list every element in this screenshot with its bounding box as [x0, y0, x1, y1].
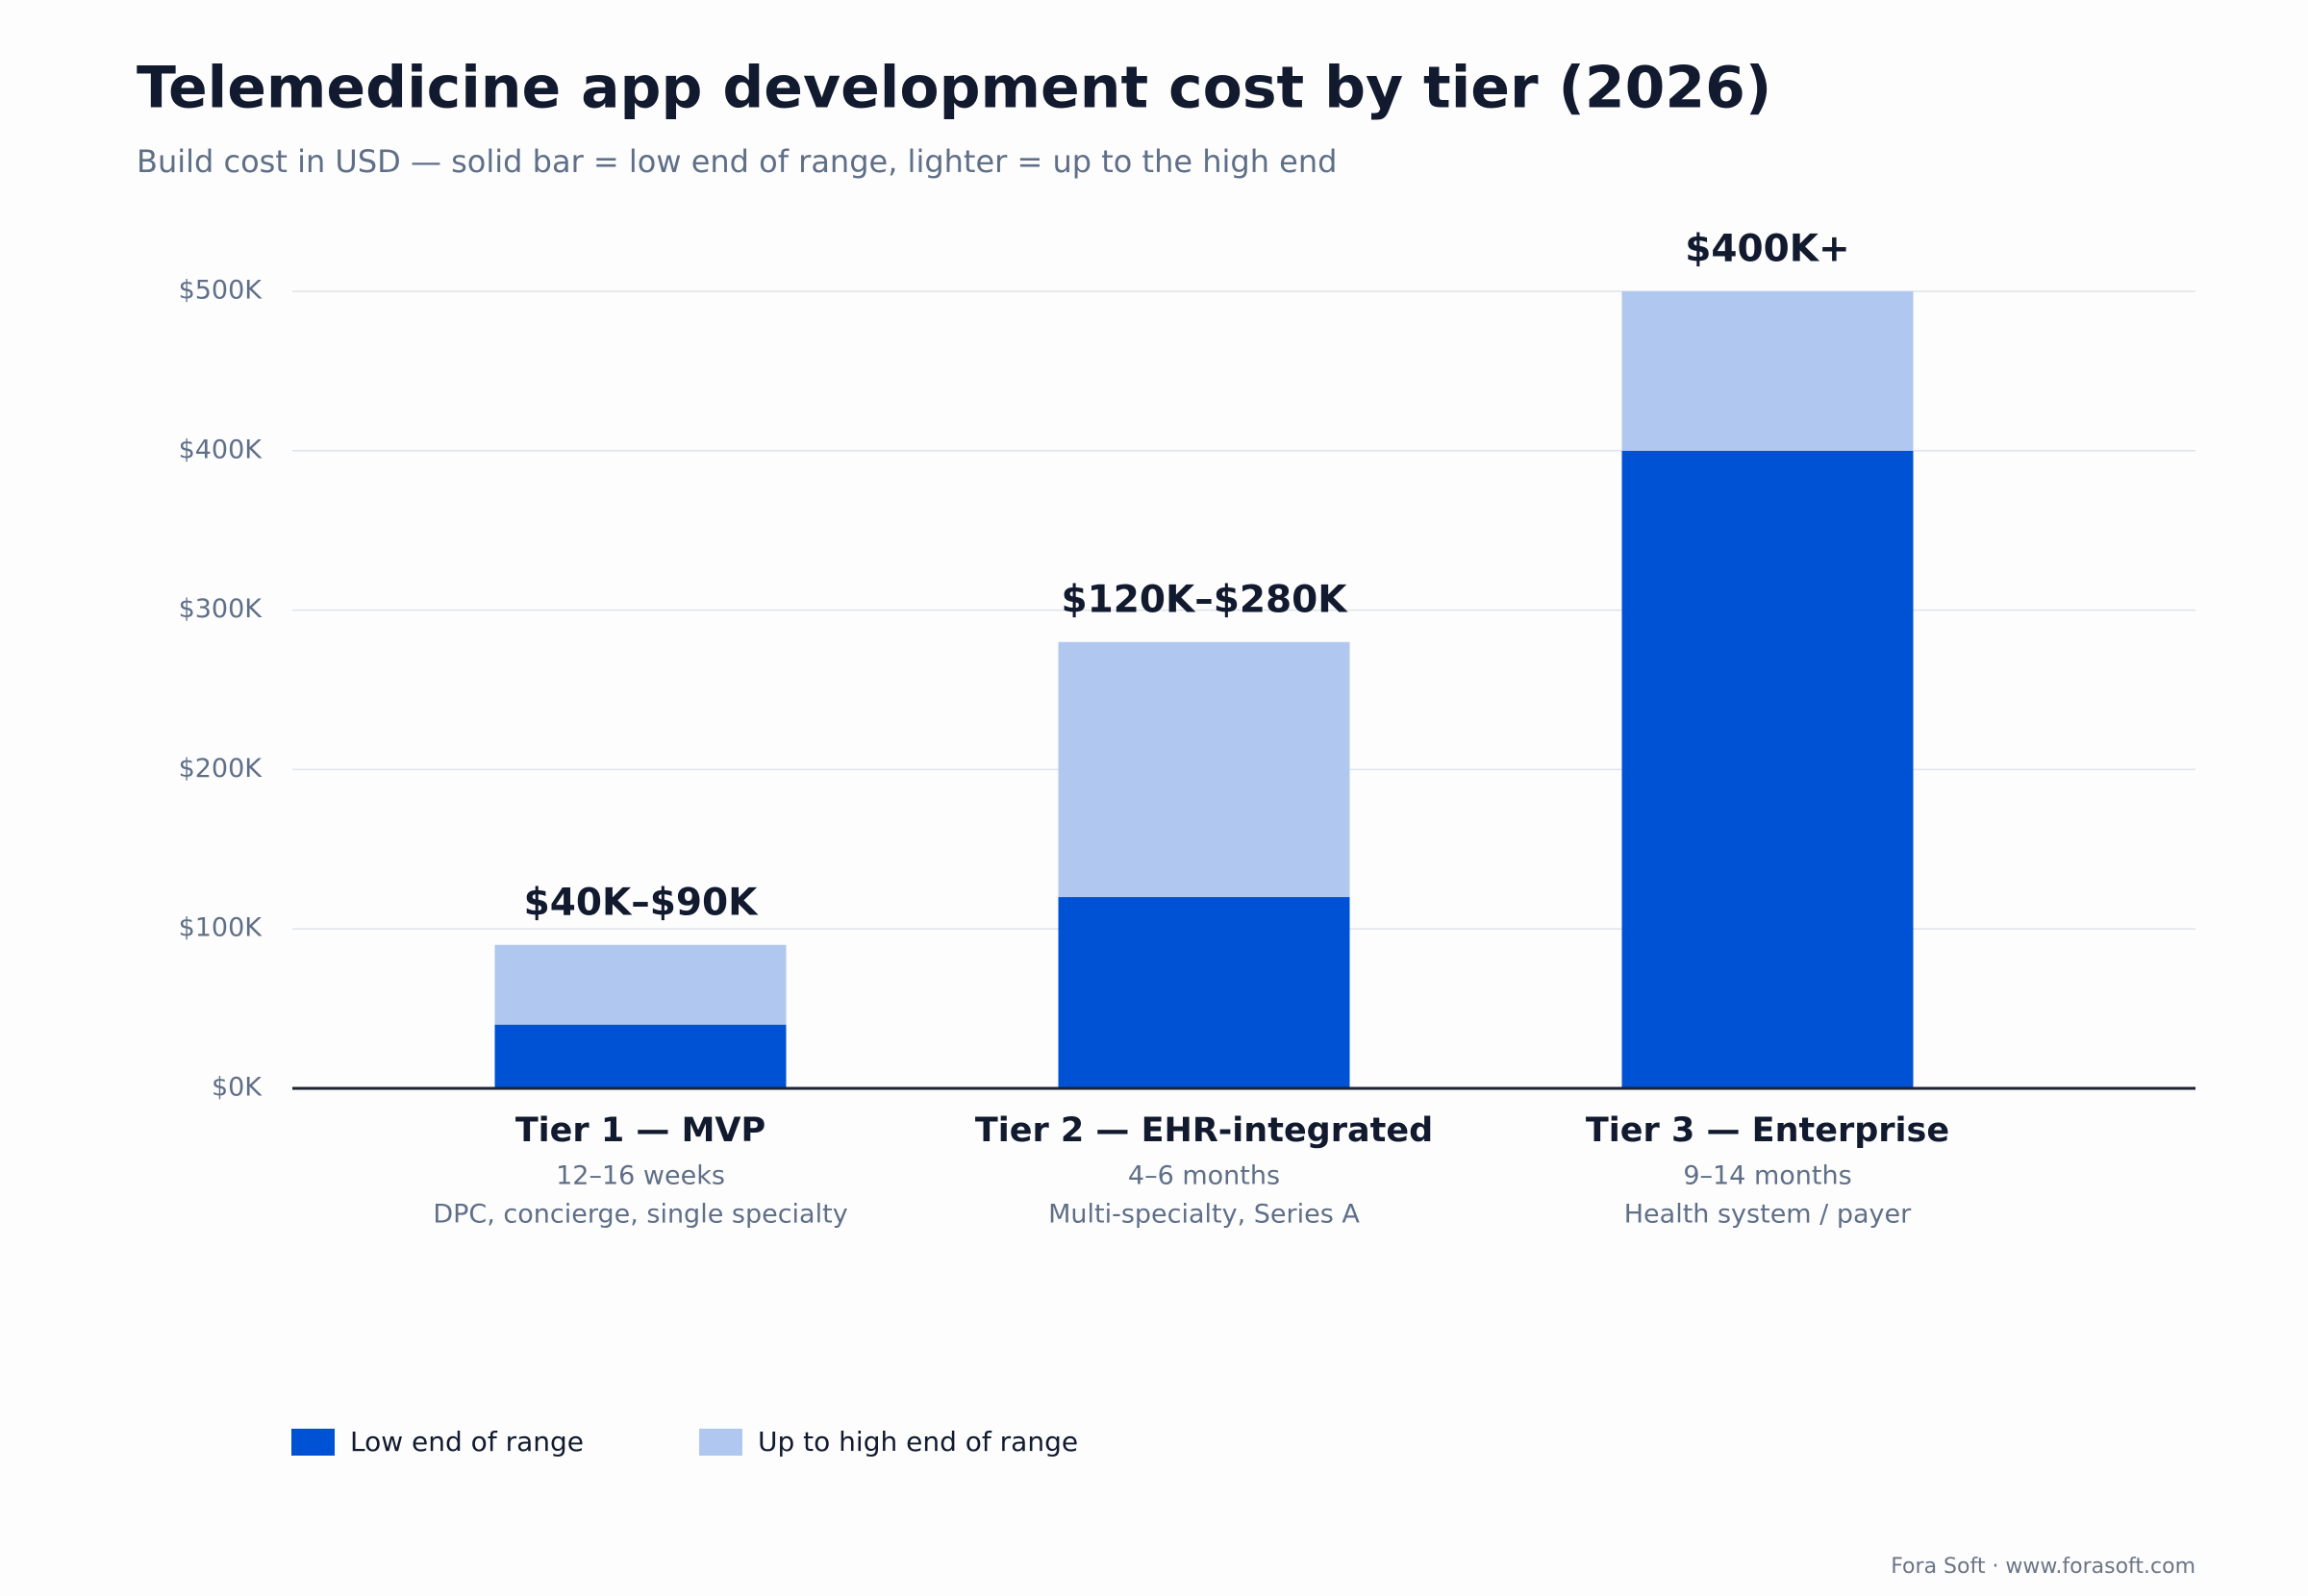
bar-segment — [1058, 897, 1350, 1088]
chart-title: Telemedicine app development cost by tie… — [137, 55, 1771, 122]
y-tick-label: $300K — [179, 594, 263, 624]
x-tick-label: Tier 2 — EHR-integrated — [975, 1111, 1433, 1150]
y-tick-label: $0K — [212, 1073, 263, 1103]
bar-segment — [1621, 450, 1914, 1088]
segment-label: Health system / payer — [1624, 1200, 1912, 1230]
range-label: $120K–$280K — [1061, 578, 1348, 621]
timeline-label: 12–16 weeks — [556, 1161, 725, 1191]
x-tick-label: Tier 1 — MVP — [515, 1111, 765, 1150]
bar-segment — [1058, 641, 1350, 898]
segment-label: DPC, concierge, single specialty — [433, 1200, 847, 1230]
legend-swatch — [291, 1429, 335, 1456]
x-tick-label: Tier 3 — Enterprise — [1586, 1111, 1949, 1150]
y-tick-label: $200K — [179, 754, 263, 784]
chart-subtitle: Build cost in USD — solid bar = low end … — [137, 143, 1337, 180]
bar-segment — [494, 944, 787, 1025]
range-label: $40K–$90K — [524, 881, 760, 924]
timeline-label: 4–6 months — [1128, 1161, 1280, 1191]
legend-label: Up to high end of range — [758, 1426, 1078, 1458]
y-tick-label: $500K — [179, 276, 263, 306]
range-label: $400K+ — [1685, 228, 1849, 271]
segment-label: Multi-specialty, Series A — [1048, 1200, 1360, 1230]
timeline-label: 9–14 months — [1683, 1161, 1851, 1191]
y-tick-label: $100K — [179, 913, 263, 943]
legend-label: Low end of range — [350, 1426, 584, 1458]
y-tick-label: $400K — [179, 435, 263, 464]
source: Fora Soft · www.forasoft.com — [1891, 1555, 2195, 1579]
bar-segment — [1621, 291, 1914, 451]
legend-swatch — [699, 1429, 742, 1456]
bar-segment — [494, 1024, 787, 1088]
